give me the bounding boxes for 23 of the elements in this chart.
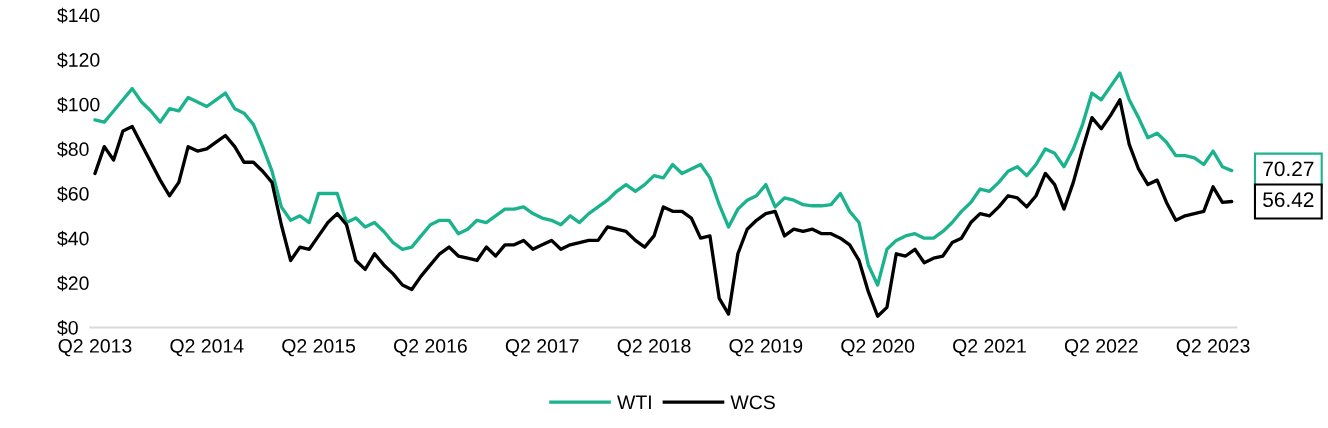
- x-tick-label: Q2 2017: [505, 339, 579, 357]
- y-tick-label: $40: [57, 230, 89, 247]
- x-tick-label: Q2 2015: [282, 339, 356, 357]
- x-tick-label: Q2 2019: [729, 339, 803, 357]
- x-tick-label: Q2 2014: [170, 339, 244, 357]
- legend-label: WCS: [730, 395, 775, 410]
- y-tick-label: $80: [57, 141, 89, 158]
- x-tick-label: Q2 2013: [58, 339, 132, 357]
- y-tick-label: $60: [57, 186, 89, 202]
- legend-label: WTI: [617, 395, 651, 409]
- x-tick-label: Q2 2023: [1176, 339, 1250, 357]
- x-tick-label: Q2 2021: [953, 339, 1026, 357]
- x-tick-label: Q2 2020: [841, 339, 915, 357]
- x-tick-label: Q2 2022: [1064, 339, 1138, 357]
- y-tick-label: $140: [57, 7, 100, 24]
- data-label: 56.42: [1263, 192, 1314, 208]
- y-tick-label: $100: [57, 96, 100, 113]
- y-tick-label: $20: [57, 275, 89, 292]
- x-tick-label: Q2 2016: [394, 339, 467, 357]
- y-tick-label: $0: [57, 320, 78, 336]
- y-tick-label: $120: [57, 52, 100, 69]
- data-label: 70.27: [1263, 161, 1314, 177]
- x-tick-label: Q2 2018: [617, 339, 691, 357]
